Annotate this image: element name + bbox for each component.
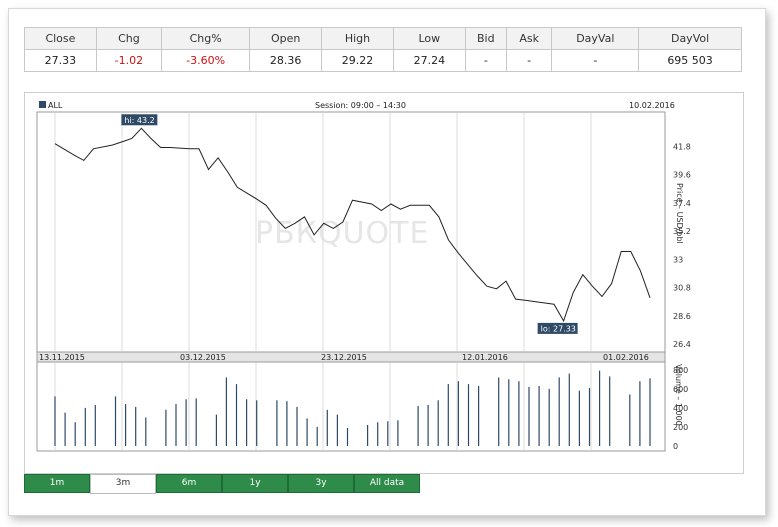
- hdr-dayvol: DayVol: [638, 27, 742, 50]
- price-y-tick: 35.2: [673, 227, 691, 236]
- hdr-high: High: [321, 27, 394, 50]
- quote-value-row: 27.33 -1.02 -3.60% 28.36 29.22 27.24 - -…: [24, 49, 742, 72]
- price-axis-label: Price – USD/bbl: [675, 183, 684, 244]
- val-low: 27.24: [392, 49, 466, 72]
- hdr-bid: Bid: [464, 27, 507, 50]
- tab-1m[interactable]: 1m: [24, 474, 90, 493]
- price-y-tick: 33: [673, 255, 683, 264]
- hdr-open: Open: [249, 27, 323, 50]
- price-y-tick: 28.6: [673, 312, 691, 321]
- price-grid: [54, 113, 592, 351]
- quote-table: Close Chg Chg% Open High Low Bid Ask Day…: [24, 27, 742, 72]
- val-high: 29.22: [321, 49, 394, 72]
- volume-axis-label: Volume – 1 000: [674, 364, 683, 426]
- chart-box: ALL Session: 09:00 – 14:30 10.02.2016 РБ…: [24, 92, 744, 474]
- hdr-ask: Ask: [505, 27, 553, 50]
- volume-y-tick: 200: [673, 423, 688, 432]
- hdr-chg-pct: Chg%: [160, 27, 251, 50]
- hdr-chg: Chg: [95, 27, 162, 50]
- val-ask: -: [505, 49, 553, 72]
- legend-label: ALL: [48, 101, 63, 110]
- price-y-tick: 39.6: [673, 171, 691, 180]
- chart-date: 10.02.2016: [629, 101, 675, 110]
- session-text: Session: 09:00 – 14:30: [315, 101, 406, 110]
- price-y-tick: 37.4: [673, 199, 691, 208]
- date-axis-label: 03.12.2015: [180, 353, 226, 362]
- val-open: 28.36: [249, 49, 323, 72]
- date-axis-label: 01.02.2016: [603, 353, 649, 362]
- tab-3m[interactable]: 3m: [90, 474, 156, 494]
- price-y-tick: 30.8: [673, 284, 691, 293]
- hdr-low: Low: [392, 27, 466, 50]
- tab-3y[interactable]: 3y: [288, 474, 354, 493]
- hi-annotation: hi: 43.2: [121, 114, 158, 126]
- val-chg-pct: -3.60%: [160, 49, 251, 72]
- tab-1y[interactable]: 1y: [222, 474, 288, 493]
- price-panel: [36, 111, 666, 353]
- hi-annotation-text: hi: 43.2: [124, 116, 154, 125]
- volume-bars: [54, 370, 651, 446]
- price-y-tick: 26.4: [673, 340, 691, 349]
- lo-annotation-box: [537, 322, 578, 334]
- val-bid: -: [464, 49, 507, 72]
- val-dayvol: 695 503: [638, 49, 742, 72]
- hdr-close: Close: [24, 27, 97, 50]
- watermark: РБКQUOTE: [255, 216, 429, 251]
- lo-annotation: lo: 27.33: [537, 322, 578, 334]
- hi-annotation-box: [121, 114, 158, 126]
- val-dayval: -: [551, 49, 640, 72]
- val-close: 27.33: [24, 49, 97, 72]
- price-volume-chart: ALL Session: 09:00 – 14:30 10.02.2016 РБ…: [36, 101, 691, 452]
- price-y-ticks: 26.4 28.6 30.8 33 35.2 37.4 39.6 41.8: [673, 142, 691, 349]
- volume-panel: [36, 361, 666, 452]
- date-axis-label: 12.01.2016: [462, 353, 508, 362]
- tab-all-data[interactable]: All data: [354, 474, 420, 493]
- volume-y-ticks: 0 200 400 600 800: [673, 366, 688, 451]
- date-axis-label: 13.11.2015: [39, 353, 85, 362]
- legend-swatch: [39, 101, 46, 108]
- volume-y-tick: 600: [673, 385, 688, 394]
- val-chg: -1.02: [95, 49, 162, 72]
- volume-y-tick: 800: [673, 366, 688, 375]
- price-y-tick: 41.8: [673, 142, 691, 151]
- tab-6m[interactable]: 6m: [156, 474, 222, 493]
- date-axis-label: 23.12.2015: [321, 353, 367, 362]
- volume-y-tick: 400: [673, 404, 688, 413]
- hdr-dayval: DayVal: [551, 27, 640, 50]
- lo-annotation-text: lo: 27.33: [541, 324, 576, 333]
- volume-y-tick: 0: [673, 442, 678, 451]
- quote-header-row: Close Chg Chg% Open High Low Bid Ask Day…: [24, 27, 742, 50]
- price-line: [54, 127, 651, 323]
- date-axis-labels: 13.11.2015 03.12.2015 23.12.2015 12.01.2016…: [39, 353, 649, 362]
